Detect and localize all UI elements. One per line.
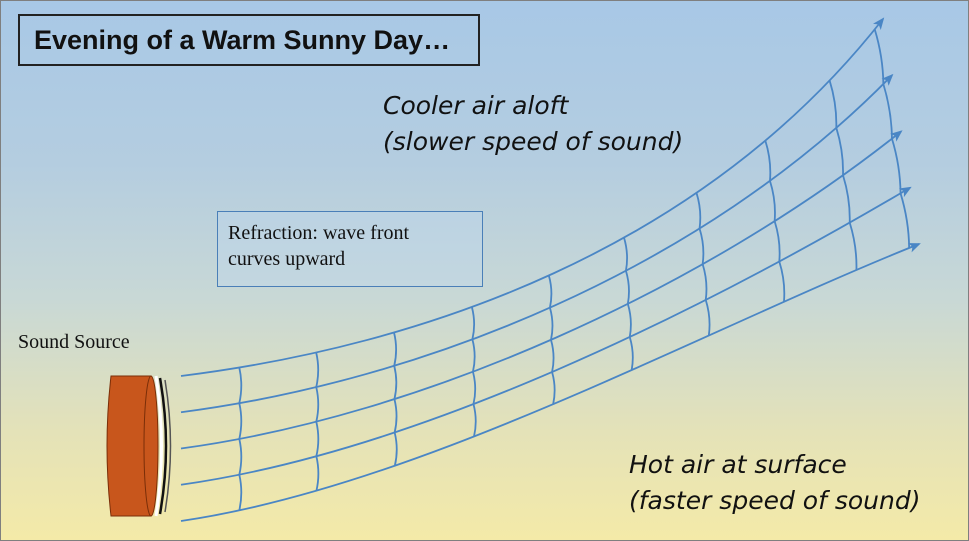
hot-air-line1: Hot air at surface (629, 447, 920, 483)
cooler-air-line2: (slower speed of sound) (383, 124, 683, 160)
hot-air-label: Hot air at surface (faster speed of soun… (629, 447, 920, 519)
sound-source-speaker (107, 376, 171, 516)
refraction-note-line1: Refraction: wave front (228, 220, 472, 246)
sound-source-label: Sound Source (18, 331, 130, 354)
hot-air-line2: (faster speed of sound) (629, 483, 920, 519)
sound-ray-3 (181, 132, 901, 449)
sound-ray-1 (181, 19, 883, 376)
cooler-air-label: Cooler air aloft (slower speed of sound) (383, 88, 683, 160)
refraction-note-box: Refraction: wave front curves upward (217, 211, 483, 287)
wavefront-7 (696, 193, 709, 336)
wavefront-8 (765, 141, 784, 302)
wavefront-9 (830, 80, 857, 270)
diagram-title: Evening of a Warm Sunny Day… (18, 14, 480, 66)
wavefront-10 (875, 29, 909, 248)
refraction-note-line2: curves upward (228, 246, 472, 272)
wavefront-6 (624, 238, 633, 371)
cooler-air-line1: Cooler air aloft (383, 88, 683, 124)
